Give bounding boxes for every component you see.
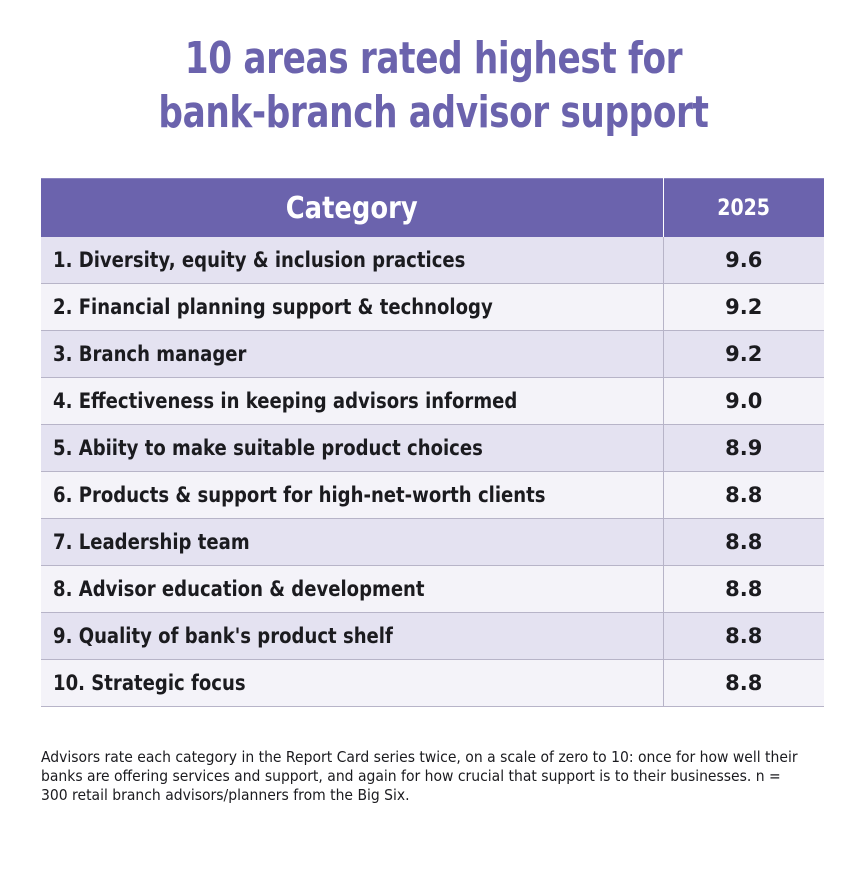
category-label: 6. Products & support for high-net-worth… [53,483,546,507]
category-cell: 10. Strategic focus [41,659,664,707]
table-body: 1. Diversity, equity & inclusion practic… [41,237,824,707]
chart-title-line-1: 10 areas rated highest for [184,33,683,84]
category-cell: 3. Branch manager [41,330,664,378]
score-value: 9.2 [663,283,824,331]
footnote: Advisors rate each category in the Repor… [41,748,798,804]
category-label: 3. Branch manager [53,342,247,366]
score-value: 8.8 [663,471,824,519]
column-header-category-label: Category [285,190,418,226]
category-cell: 2. Financial planning support & technolo… [41,283,664,331]
category-label: 9. Quality of bank's product shelf [53,624,393,648]
table-row: 3. Branch manager 9.2 [41,330,824,378]
table-header-row: Category 2025 [41,178,824,237]
category-label: 4. Effectiveness in keeping advisors inf… [53,389,518,413]
table-row: 1. Diversity, equity & inclusion practic… [41,237,824,284]
table-row: 6. Products & support for high-net-worth… [41,471,824,519]
category-label: 1. Diversity, equity & inclusion practic… [53,248,466,272]
column-header-year-label: 2025 [717,195,771,221]
category-cell: 6. Products & support for high-net-worth… [41,471,664,519]
score-value: 9.0 [663,377,824,425]
category-cell: 9. Quality of bank's product shelf [41,612,664,660]
table-row: 4. Effectiveness in keeping advisors inf… [41,377,824,425]
score-value: 8.8 [663,659,824,707]
category-cell: 5. Abiity to make suitable product choic… [41,424,664,472]
score-value: 8.8 [663,518,824,566]
category-cell: 7. Leadership team [41,518,664,566]
table-row: 5. Abiity to make suitable product choic… [41,424,824,472]
category-label: 5. Abiity to make suitable product choic… [53,436,483,460]
chart-title-line-2: bank-branch advisor support [158,87,709,138]
score-value: 8.8 [663,612,824,660]
chart-title: 10 areas rated highest for bank-branch a… [95,32,771,140]
table-row: 2. Financial planning support & technolo… [41,283,824,331]
table-row: 9. Quality of bank's product shelf 8.8 [41,612,824,660]
table-row: 7. Leadership team 8.8 [41,518,824,566]
column-header-year: 2025 [663,178,824,237]
column-header-category: Category [41,178,664,237]
category-cell: 8. Advisor education & development [41,565,664,613]
score-value: 9.2 [663,330,824,378]
score-value: 9.6 [663,237,824,284]
category-label: 8. Advisor education & development [53,577,425,601]
score-value: 8.9 [663,424,824,472]
ratings-table: Category 2025 1. Diversity, equity & inc… [41,178,824,707]
category-label: 7. Leadership team [53,530,250,554]
table-row: 10. Strategic focus 8.8 [41,659,824,707]
category-label: 2. Financial planning support & technolo… [53,295,493,319]
category-cell: 4. Effectiveness in keeping advisors inf… [41,377,664,425]
category-label: 10. Strategic focus [53,671,246,695]
score-value: 8.8 [663,565,824,613]
category-cell: 1. Diversity, equity & inclusion practic… [41,237,664,284]
table-row: 8. Advisor education & development 8.8 [41,565,824,613]
